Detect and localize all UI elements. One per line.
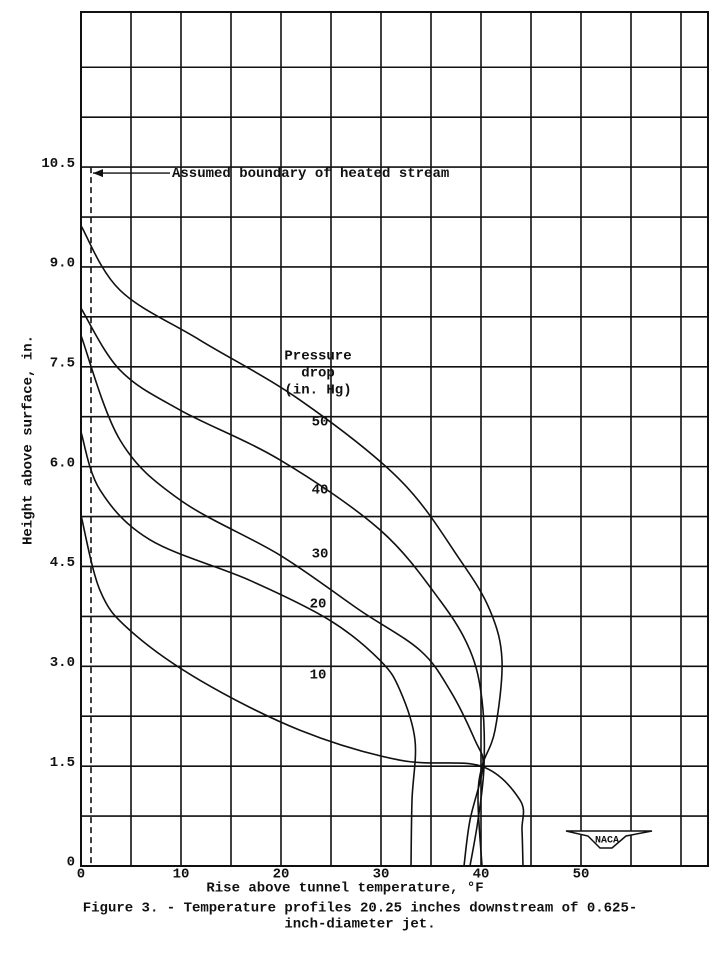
curve-label: 10 (310, 668, 327, 684)
curve (80, 515, 525, 867)
y-tick-label: 9.0 (50, 256, 75, 272)
chart-title: inch-diameter jet. (284, 917, 435, 933)
curve (80, 335, 484, 867)
legend-title: Pressure (284, 349, 351, 365)
x-tick-label: 50 (573, 867, 590, 883)
boundary-label: Assumed boundary of heated stream (172, 166, 449, 182)
curve-label: 20 (310, 597, 327, 613)
y-axis-label: Height above surface, in. (21, 335, 37, 545)
y-tick-label: 10.5 (41, 156, 75, 172)
chart-title: Figure 3. - Temperature profiles 20.25 i… (83, 901, 638, 917)
x-tick-label: 10 (173, 867, 190, 883)
legend-title: (in. Hg) (284, 383, 351, 399)
x-tick-label: 20 (273, 867, 290, 883)
logo-text: NACA (595, 836, 619, 847)
x-tick-label: 0 (77, 867, 85, 883)
curve (80, 225, 503, 867)
arrow-head (93, 169, 103, 178)
y-tick-label: 7.5 (50, 355, 75, 371)
curve (80, 307, 486, 867)
curve-label: 50 (312, 415, 329, 431)
y-tick-label: 0 (67, 855, 75, 871)
legend-title: drop (301, 366, 335, 382)
y-tick-label: 1.5 (50, 755, 75, 771)
y-tick-label: 3.0 (50, 655, 75, 671)
y-tick-label: 4.5 (50, 555, 75, 571)
x-axis-label: Rise above tunnel temperature, °F (206, 881, 483, 897)
x-tick-label: 40 (473, 867, 490, 883)
curve-label: 30 (312, 547, 329, 563)
y-tick-label: 6.0 (50, 455, 75, 471)
x-tick-label: 30 (373, 867, 390, 883)
logo-shape (565, 830, 653, 849)
curve-label: 40 (312, 483, 329, 499)
curve (80, 431, 417, 867)
plot-frame (80, 11, 709, 867)
